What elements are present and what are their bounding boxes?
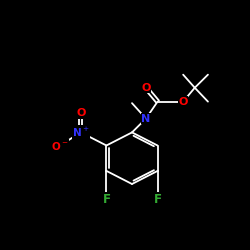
Text: F: F [154, 193, 162, 206]
Text: N$^+$: N$^+$ [72, 126, 90, 139]
Text: F: F [102, 193, 110, 206]
Text: O$^-$: O$^-$ [51, 140, 69, 151]
Text: O: O [141, 83, 151, 93]
Text: O: O [178, 96, 188, 106]
Text: O: O [76, 108, 86, 118]
Text: N: N [141, 114, 150, 124]
